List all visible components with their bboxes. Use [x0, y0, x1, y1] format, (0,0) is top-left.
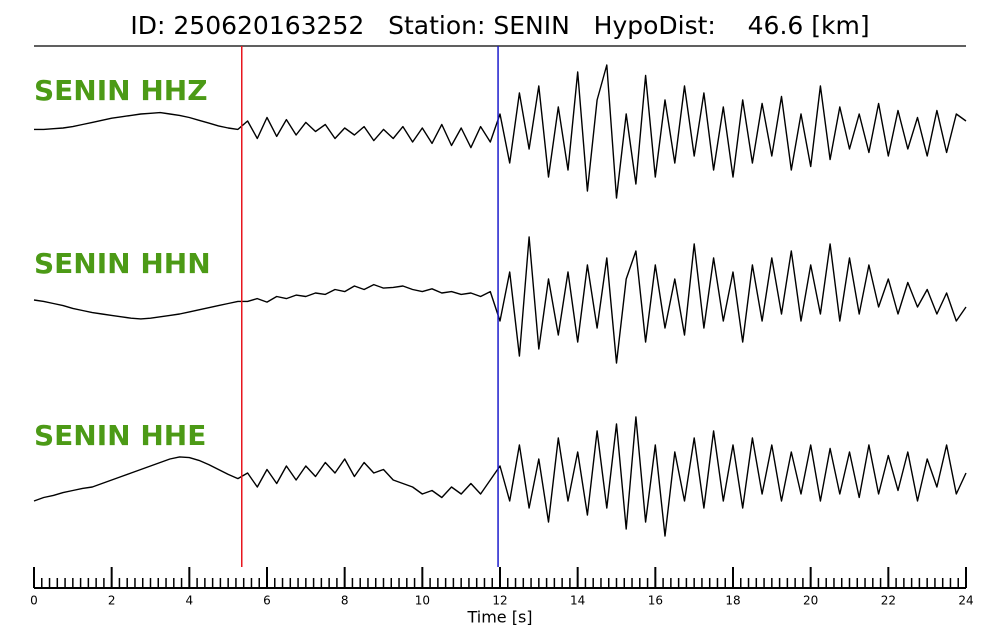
x-tick-label: 6: [263, 594, 271, 608]
x-tick-label: 12: [492, 594, 507, 608]
waveform: [33, 236, 967, 364]
x-tick-label: 0: [30, 594, 38, 608]
trace-label: SENIN HHN: [34, 247, 211, 280]
chart-title: ID: 250620163252 Station: SENIN HypoDist…: [130, 11, 869, 40]
x-tick-label: 10: [415, 594, 430, 608]
x-tick-label: 24: [958, 594, 973, 608]
waveform: [34, 64, 967, 199]
x-tick-label: 8: [341, 594, 349, 608]
x-tick-label: 2: [108, 594, 116, 608]
x-tick-label: 20: [803, 594, 818, 608]
trace-label: SENIN HHZ: [34, 74, 208, 107]
x-tick-label: 22: [881, 594, 896, 608]
x-tick-label: 14: [570, 594, 585, 608]
x-tick-label: 16: [648, 594, 663, 608]
x-tick-label: 18: [725, 594, 740, 608]
x-axis-label: Time [s]: [466, 608, 532, 627]
x-tick-label: 4: [186, 594, 194, 608]
waveform: [33, 416, 967, 537]
trace-label: SENIN HHE: [34, 419, 206, 452]
